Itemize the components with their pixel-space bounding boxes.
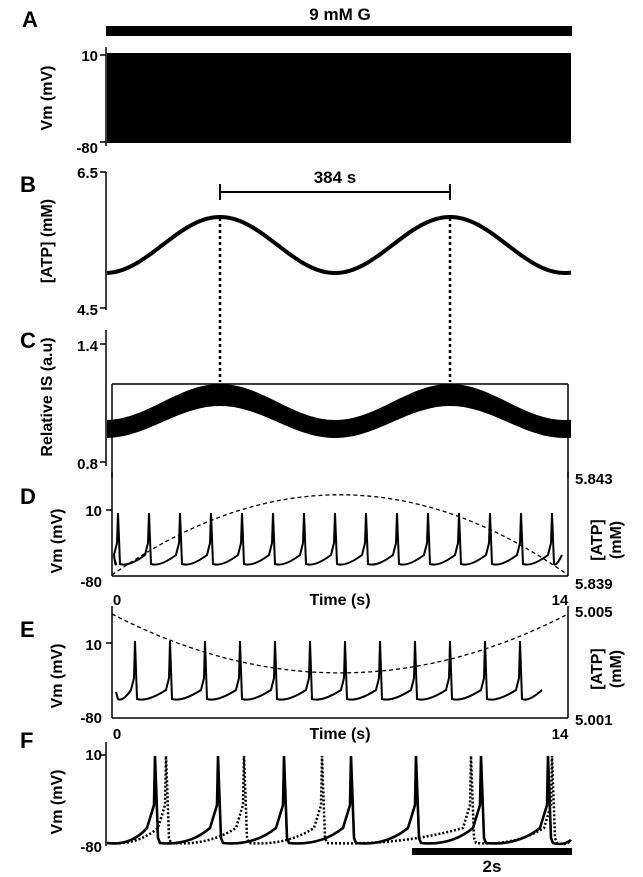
panel-c-ylabel: Relative IS (a.u) [39,337,56,456]
glucose-label: 9 mM G [309,5,370,24]
panel-e-atp-dashed [111,613,569,674]
panel-b-ylabel: [ATP] (mM) [39,199,56,283]
time-scale-label: 2s [483,857,502,876]
panel-a-ytick-bottom: -80 [76,140,98,157]
panel-d-xtick-min: 0 [113,592,121,609]
panel-f-ytick-bottom: -80 [80,839,102,856]
panel-c-ytick-bottom: 0.8 [77,456,98,473]
panel-d-y2tick-bottom: 5.839 [575,576,613,593]
panel-f-plot [100,742,573,846]
panel-f-solid-trace [106,755,572,846]
panel-e-xtick-min: 0 [113,726,121,743]
panel-c-secretion-band [107,384,571,438]
panel-d-ylabel: Vm (mV) [49,509,66,574]
panel-e-vm-trace [115,640,543,701]
panel-d-y2label-unit: (mM) [608,521,625,559]
panel-label-b: B [20,172,36,197]
time-scale-bar [412,848,572,855]
panel-d-y2tick-top: 5.843 [575,471,613,488]
period-label: 384 s [314,168,357,187]
panel-b-ytick-top: 6.5 [77,165,98,182]
panel-f-ylabel: Vm (mV) [49,770,66,835]
panel-e-ytick-top: 10 [85,637,102,654]
panel-e-y2label-unit: (mM) [608,650,625,688]
panel-d-ytick-top: 10 [85,503,102,520]
panel-label-f: F [20,728,33,753]
panel-d-y2label: [ATP] [589,519,606,560]
panel-e-y2label: [ATP] [589,648,606,689]
panel-a-ytick-top: 10 [81,48,98,65]
panel-e-y2tick-top: 5.005 [575,604,613,621]
panel-f-ytick-top: 10 [85,747,102,764]
panel-d-xlabel: Time (s) [309,592,370,609]
panel-label-d: D [20,484,36,509]
panel-e-ytick-bottom: -80 [80,710,102,727]
panel-a-burst-trace [107,53,571,143]
panel-b-atp-curve [106,215,572,275]
panel-e-plot [106,606,569,719]
glucose-bar [106,26,572,36]
panel-f-dotted-trace [106,755,573,846]
panel-d-atp-dashed [111,494,569,576]
panel-d-ytick-bottom: -80 [80,574,102,591]
panel-e-y2tick-bottom: 5.001 [575,712,613,729]
panel-label-e: E [20,617,35,642]
panel-e-xlabel: Time (s) [309,726,370,743]
panel-d-vm-trace [112,512,563,566]
panel-b-ytick-bottom: 4.5 [77,302,98,319]
panel-e-xtick-max: 14 [552,726,569,743]
panel-label-a: A [22,7,38,32]
panel-e-ylabel: Vm (mV) [49,644,66,709]
panel-c-ytick-top: 1.4 [77,338,99,355]
panel-d-plot [106,472,569,577]
panel-d-xtick-max: 14 [552,592,569,609]
panel-a-ylabel: Vm (mV) [39,66,56,131]
panel-label-c: C [20,328,36,353]
